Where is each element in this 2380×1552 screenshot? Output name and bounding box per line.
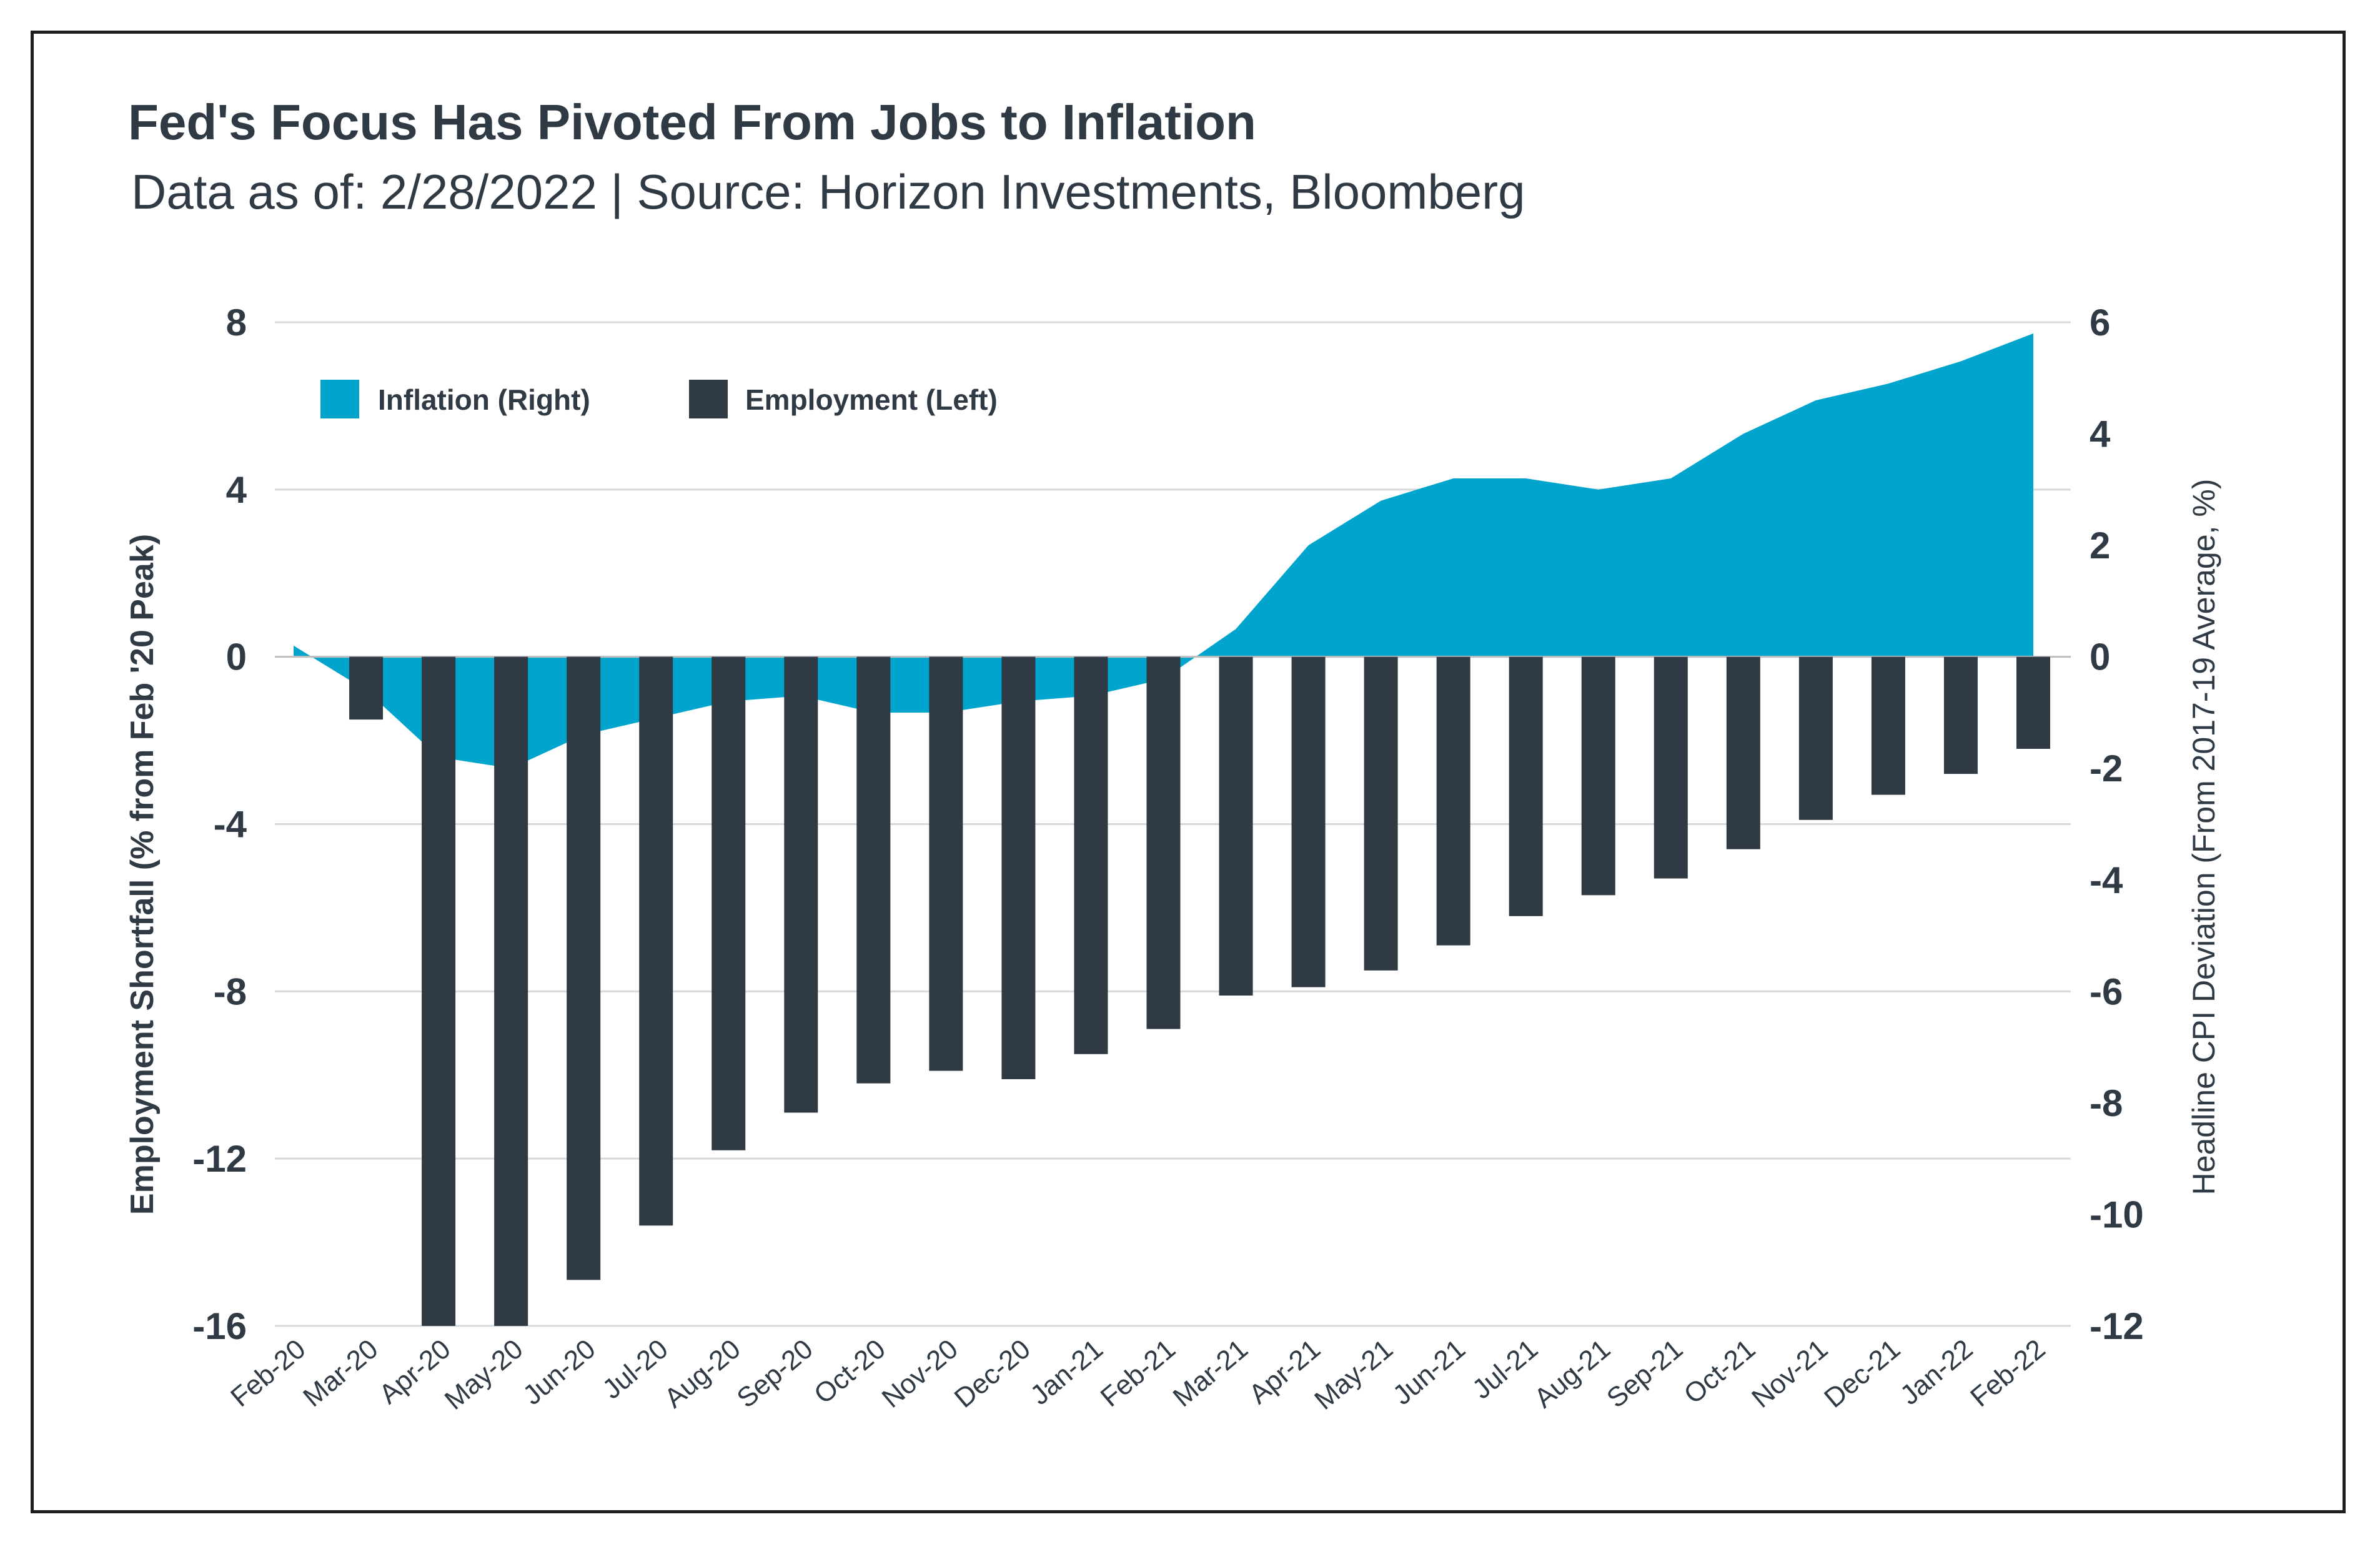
employment-bar [1291, 656, 1326, 987]
left-tick-label: 0 [226, 636, 247, 678]
employment-bar [1364, 656, 1398, 971]
employment-bar [1074, 656, 1108, 1054]
x-tick-label: Sep-21 [1601, 1333, 1688, 1414]
employment-bar [929, 656, 963, 1071]
employment-bar [1001, 656, 1036, 1079]
x-tick-label: Dec-21 [1818, 1333, 1906, 1414]
legend: Inflation (Right) Employment (Left) [320, 380, 998, 418]
x-tick-label: Nov-20 [876, 1333, 964, 1414]
x-tick-label: May-21 [1309, 1333, 1399, 1416]
x-tick-label: Jan-21 [1024, 1333, 1109, 1411]
chart-title: Fed's Focus Has Pivoted From Jobs to Inf… [128, 94, 1256, 150]
x-tick-label: Jun-21 [1387, 1333, 1472, 1411]
x-tick-label: Dec-20 [949, 1333, 1036, 1414]
x-tick-label: Oct-20 [808, 1333, 891, 1410]
employment-bar [1509, 656, 1543, 916]
employment-bar [2016, 656, 2050, 749]
employment-bar [1654, 656, 1688, 879]
x-tick-label: Nov-21 [1746, 1333, 1833, 1414]
employment-bars [349, 656, 2050, 1326]
left-axis-label: Employment Shortfall (% from Feb '20 Pea… [124, 534, 161, 1215]
employment-bar [856, 656, 891, 1084]
left-tick-label: -12 [192, 1138, 247, 1180]
employment-bar [349, 656, 384, 720]
x-tick-label: Aug-21 [1529, 1333, 1616, 1414]
employment-bar [639, 656, 673, 1226]
right-tick-label: -12 [2090, 1305, 2144, 1347]
right-tick-label: 4 [2090, 413, 2111, 455]
right-axis-label: Headline CPI Deviation (From 2017-19 Ave… [2186, 479, 2221, 1195]
left-tick-label: 8 [226, 302, 247, 344]
left-tick-label: -16 [192, 1305, 247, 1347]
x-tick-label: Aug-20 [658, 1333, 746, 1414]
chart-subtitle: Data as of: 2/28/2022 | Source: Horizon … [131, 164, 1525, 219]
x-tick-label: Mar-21 [1168, 1333, 1254, 1413]
x-tick-label: Feb-21 [1095, 1333, 1181, 1413]
employment-bar [567, 656, 601, 1280]
right-axis-ticks: 6 4 2 0 -2 -4 -6 -8 -10 -12 [2090, 302, 2144, 1347]
right-tick-label: -6 [2090, 971, 2123, 1012]
legend-label-inflation: Inflation (Right) [378, 383, 590, 416]
employment-bar [1798, 656, 1833, 820]
right-tick-label: 6 [2090, 302, 2110, 344]
x-tick-label: Sep-20 [731, 1333, 819, 1414]
right-tick-label: 2 [2090, 525, 2110, 566]
right-tick-label: -4 [2090, 859, 2123, 901]
employment-bar [1871, 656, 1905, 795]
right-tick-label: -8 [2090, 1082, 2123, 1124]
employment-bar [494, 656, 528, 1326]
right-tick-label: -2 [2090, 748, 2123, 789]
x-tick-label: Jan-22 [1895, 1333, 1979, 1411]
x-tick-label: May-20 [439, 1333, 529, 1416]
employment-bar [1726, 656, 1760, 849]
legend-swatch-employment [689, 380, 728, 418]
employment-bar [1581, 656, 1615, 896]
left-tick-label: -8 [214, 971, 247, 1012]
left-tick-label: -4 [214, 804, 247, 846]
right-tick-label: -10 [2090, 1194, 2144, 1235]
left-tick-label: 4 [226, 469, 247, 511]
employment-bar [1219, 656, 1253, 996]
employment-bar [1943, 656, 1978, 774]
employment-bar [784, 656, 818, 1113]
employment-bar [1436, 656, 1470, 946]
x-tick-label: Jun-20 [517, 1333, 602, 1411]
employment-bar [422, 656, 456, 1326]
x-axis-ticks: Feb-20Mar-20Apr-20May-20Jun-20Jul-20Aug-… [225, 1333, 2051, 1416]
x-tick-label: Mar-20 [297, 1333, 384, 1413]
x-tick-label: Feb-22 [1965, 1333, 2051, 1413]
left-axis-ticks: 8 4 0 -4 -8 -12 -16 [192, 302, 247, 1347]
legend-label-employment: Employment (Left) [745, 383, 998, 416]
right-tick-label: 0 [2090, 636, 2110, 678]
legend-swatch-inflation [320, 380, 359, 418]
employment-bar [712, 656, 746, 1150]
x-tick-label: Oct-21 [1678, 1333, 1762, 1410]
employment-bar [1146, 656, 1181, 1029]
